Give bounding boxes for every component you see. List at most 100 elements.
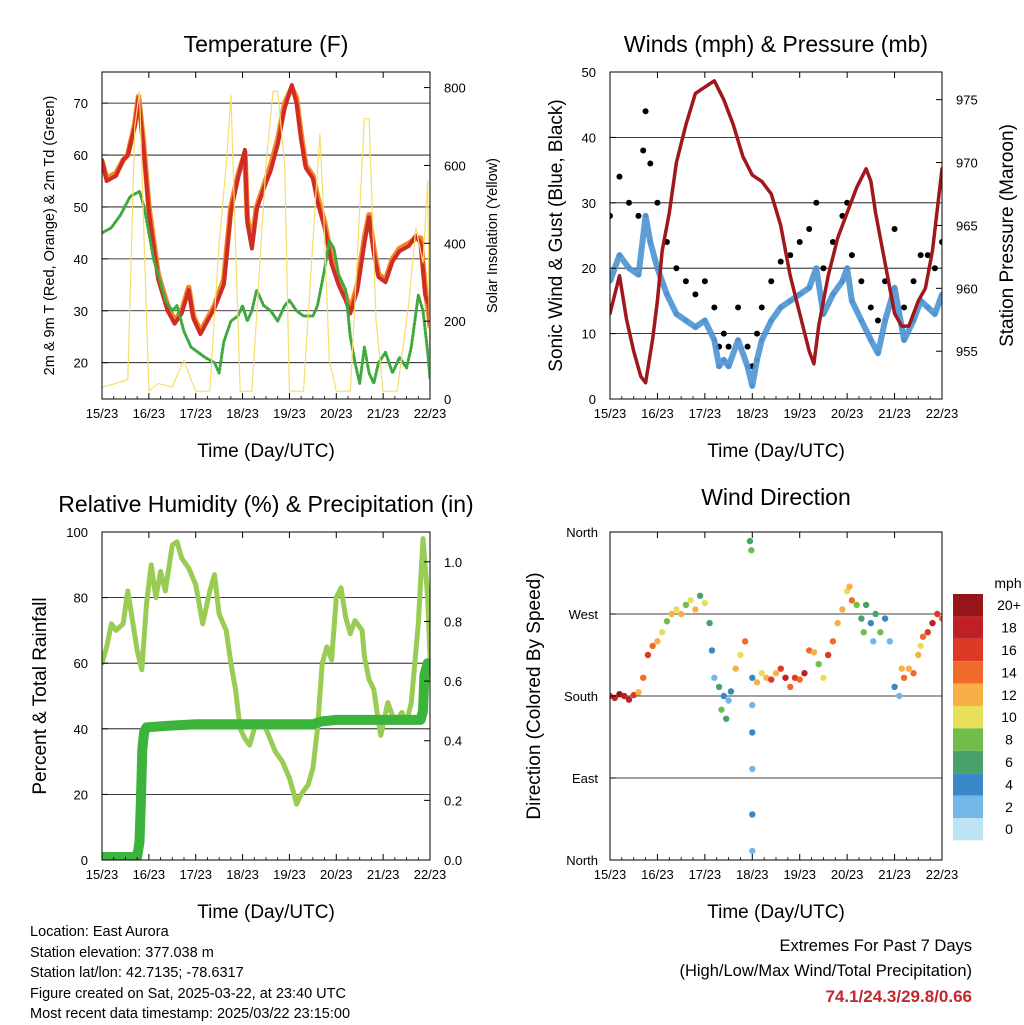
x-tick-label: 18/23 (736, 867, 769, 882)
x-axis: 15/23 16/23 17/23 18/23 19/23 20/23 21/23 22/23… (86, 72, 446, 462)
y-tick-label: 60 (74, 656, 88, 671)
y-axis-label: Direction (Colored By Speed) (524, 572, 545, 819)
y-axis-label: Percent & Total Rainfall (30, 597, 51, 794)
panel-title: Temperature (F) (184, 31, 349, 57)
x-axis: 15/23 16/23 17/23 18/23 19/23 20/23 21/23 22/23… (594, 532, 959, 923)
y-tick-label: 40 (74, 252, 88, 267)
direction-point (668, 610, 675, 618)
series-gust-point (848, 252, 855, 259)
y-tick-label: 70 (74, 96, 88, 111)
series-t9m-line (102, 84, 430, 335)
x-tick-label: 16/23 (133, 406, 166, 421)
plot-area (610, 537, 942, 855)
panel-1: Temperature (F) 15/23 16/23 17/23 18/23 19/23… (42, 31, 501, 462)
series-gust-point (820, 265, 827, 272)
series-wind-point (892, 285, 898, 291)
data-timestamp: Most recent data timestamp: 2025/03/22 2… (30, 1006, 351, 1022)
series-wind-point (778, 304, 784, 310)
x-tick-label: 20/23 (831, 406, 864, 421)
y-right-tick-label: 800 (444, 81, 466, 96)
direction-point (732, 665, 739, 672)
legend-label: 12 (1001, 687, 1017, 703)
direction-point (711, 674, 718, 681)
legend-swatch (953, 750, 983, 774)
y-right-tick-label: 965 (956, 218, 978, 233)
y-tick-label: East (572, 771, 598, 786)
panel-title: Relative Humidity (%) & Precipitation (i… (58, 491, 473, 517)
series-wind-point (726, 363, 732, 369)
direction-point (696, 592, 704, 599)
x-tick-label: 20/23 (320, 406, 353, 421)
legend-swatch (953, 773, 983, 796)
direction-point (749, 674, 756, 681)
series-wind-point (830, 291, 836, 297)
direction-point (758, 670, 765, 677)
direction-point (625, 696, 633, 703)
x-axis: 15/23 16/23 17/23 18/23 19/23 20/23 21/23 22/23… (86, 532, 446, 923)
series-gust-point (711, 304, 718, 311)
direction-point (917, 642, 924, 650)
direction-point (881, 615, 889, 622)
direction-point (910, 670, 917, 677)
series-gust-point (813, 199, 820, 206)
y-tick-label: 0 (81, 853, 88, 868)
legend-label: 2 (1005, 799, 1013, 815)
series-wind-point (844, 265, 850, 271)
direction-point (848, 597, 856, 604)
direction-point (820, 674, 827, 681)
direction-point (867, 619, 875, 627)
y-tick-label: 100 (66, 525, 88, 540)
series-gust-point (610, 212, 613, 219)
series-solar-line (102, 90, 430, 392)
series-wind-point (901, 337, 907, 343)
plot-area (102, 83, 430, 392)
series-wind-point (797, 291, 803, 297)
direction-point (891, 683, 898, 691)
x-tick-label: 19/23 (273, 867, 306, 882)
legend-swatch (953, 706, 983, 729)
direction-point (692, 606, 699, 613)
series-wind-point (749, 383, 755, 389)
x-tick-label: 22/23 (926, 867, 959, 882)
direction-point (796, 676, 803, 683)
y-tick-label: 30 (582, 196, 596, 211)
direction-point (741, 638, 749, 645)
direction-point (777, 665, 784, 672)
legend-swatch (953, 594, 983, 617)
direction-point (715, 683, 723, 691)
legend-title: mph (994, 575, 1021, 591)
direction-point (723, 715, 730, 722)
x-axis-label: Time (Day/UTC) (707, 902, 845, 923)
series-wind-point (610, 278, 613, 284)
series-gust-point (654, 199, 661, 206)
direction-point (644, 651, 652, 659)
y-axis-right: 955 960 965 970 975 Station Pressure (Maroon) (936, 93, 1018, 359)
series-gust-point (640, 147, 647, 154)
legend-swatch (953, 795, 983, 818)
series-wind-point (849, 298, 855, 304)
direction-point (896, 692, 903, 700)
x-tick-label: 19/23 (273, 406, 306, 421)
y-axis-left: North East South West North Direction (Colore… (524, 525, 616, 868)
y-tick-label: 10 (582, 327, 596, 342)
extremes-values: 74.1/24.3/29.8/0.66 (825, 987, 972, 1006)
legend-label: 6 (1005, 754, 1013, 770)
direction-point (635, 689, 642, 696)
series-wind-point (643, 213, 649, 219)
x-tick-label: 18/23 (226, 406, 259, 421)
x-tick-label: 21/23 (367, 867, 400, 882)
y-tick-label: North (566, 853, 598, 868)
direction-point (872, 610, 879, 618)
direction-point (924, 629, 931, 636)
y-right-axis-label: Station Pressure (Maroon) (997, 124, 1018, 347)
direction-point (663, 618, 671, 625)
direction-point (748, 547, 755, 554)
y-right-tick-label: 955 (956, 344, 978, 359)
x-axis-label: Time (Day/UTC) (197, 902, 335, 923)
extremes-title: Extremes For Past 7 Days (779, 937, 972, 955)
direction-point (749, 811, 756, 818)
y-axis-left: 20 30 40 50 60 70 2m & 9m T (Red, Orange) & 2m… (42, 96, 108, 375)
direction-point (810, 649, 818, 656)
x-axis: 15/23 16/23 17/23 18/23 19/23 20/23 21/23 22/23… (594, 72, 958, 462)
series-gust-point (673, 265, 680, 272)
